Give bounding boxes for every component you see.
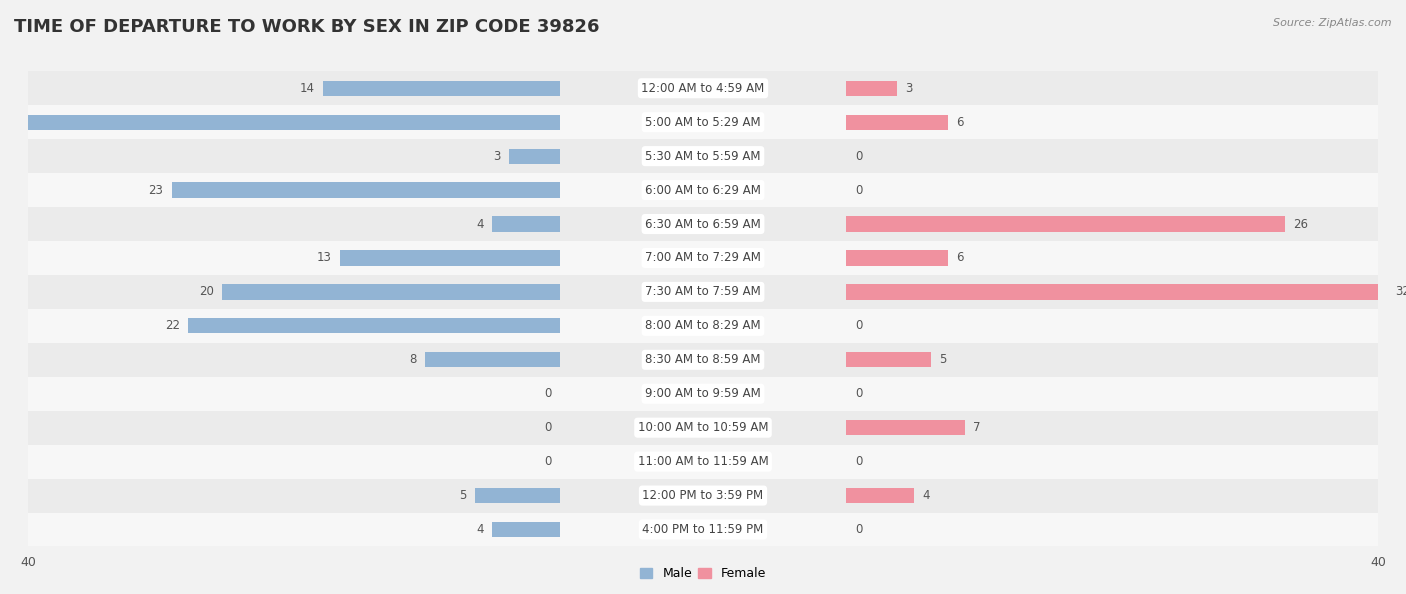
Legend: Male, Female: Male, Female	[637, 565, 769, 583]
Bar	[28, 410, 1378, 445]
Text: 4: 4	[922, 489, 929, 502]
Text: 0: 0	[855, 523, 862, 536]
Text: 6: 6	[956, 116, 963, 129]
Bar	[0, 115, 560, 130]
Text: 9:00 AM to 9:59 AM: 9:00 AM to 9:59 AM	[645, 387, 761, 400]
Bar	[28, 513, 1378, 546]
Bar	[846, 420, 965, 435]
Bar	[492, 216, 560, 232]
Text: 12:00 PM to 3:59 PM: 12:00 PM to 3:59 PM	[643, 489, 763, 502]
Bar	[188, 318, 560, 333]
Text: 0: 0	[544, 421, 551, 434]
Text: 7:00 AM to 7:29 AM: 7:00 AM to 7:29 AM	[645, 251, 761, 264]
Text: 0: 0	[855, 455, 862, 468]
Bar	[28, 309, 1378, 343]
Text: 32: 32	[1395, 285, 1406, 298]
Text: 23: 23	[148, 184, 163, 197]
Text: 3: 3	[494, 150, 501, 163]
Text: 5: 5	[939, 353, 946, 366]
Text: 0: 0	[855, 320, 862, 333]
Bar	[222, 285, 560, 299]
Text: 13: 13	[316, 251, 332, 264]
Bar	[28, 377, 1378, 410]
Text: 5:30 AM to 5:59 AM: 5:30 AM to 5:59 AM	[645, 150, 761, 163]
Text: 12:00 AM to 4:59 AM: 12:00 AM to 4:59 AM	[641, 82, 765, 95]
Text: 0: 0	[544, 387, 551, 400]
Bar	[28, 479, 1378, 513]
Bar	[340, 250, 560, 266]
Bar	[28, 275, 1378, 309]
Bar	[28, 139, 1378, 173]
Text: 6: 6	[956, 251, 963, 264]
Bar	[846, 352, 931, 368]
Bar	[28, 445, 1378, 479]
Bar	[846, 115, 948, 130]
Text: 7:30 AM to 7:59 AM: 7:30 AM to 7:59 AM	[645, 285, 761, 298]
Text: Source: ZipAtlas.com: Source: ZipAtlas.com	[1274, 18, 1392, 28]
Bar	[28, 241, 1378, 275]
Text: 8: 8	[409, 353, 416, 366]
Bar	[846, 81, 897, 96]
Text: 4: 4	[477, 217, 484, 230]
Bar	[425, 352, 560, 368]
Text: 7: 7	[973, 421, 980, 434]
Text: 0: 0	[855, 387, 862, 400]
Bar	[846, 250, 948, 266]
Bar	[846, 285, 1386, 299]
Text: 22: 22	[165, 320, 180, 333]
Bar	[323, 81, 560, 96]
Bar	[28, 207, 1378, 241]
Text: 0: 0	[855, 150, 862, 163]
Bar	[509, 148, 560, 164]
Text: 5:00 AM to 5:29 AM: 5:00 AM to 5:29 AM	[645, 116, 761, 129]
Text: TIME OF DEPARTURE TO WORK BY SEX IN ZIP CODE 39826: TIME OF DEPARTURE TO WORK BY SEX IN ZIP …	[14, 18, 599, 36]
Text: 8:00 AM to 8:29 AM: 8:00 AM to 8:29 AM	[645, 320, 761, 333]
Text: 0: 0	[855, 184, 862, 197]
Bar	[492, 522, 560, 537]
Text: 3: 3	[905, 82, 912, 95]
Text: 10:00 AM to 10:59 AM: 10:00 AM to 10:59 AM	[638, 421, 768, 434]
Text: 26: 26	[1294, 217, 1309, 230]
Bar	[28, 343, 1378, 377]
Text: 0: 0	[544, 455, 551, 468]
Bar	[846, 216, 1285, 232]
Bar	[475, 488, 560, 503]
Bar	[846, 488, 914, 503]
Text: 5: 5	[460, 489, 467, 502]
Bar	[28, 71, 1378, 105]
Text: 4:00 PM to 11:59 PM: 4:00 PM to 11:59 PM	[643, 523, 763, 536]
Text: 11:00 AM to 11:59 AM: 11:00 AM to 11:59 AM	[638, 455, 768, 468]
Bar	[172, 182, 560, 198]
Text: 14: 14	[299, 82, 315, 95]
Text: 20: 20	[198, 285, 214, 298]
Text: 8:30 AM to 8:59 AM: 8:30 AM to 8:59 AM	[645, 353, 761, 366]
Bar	[28, 105, 1378, 139]
Text: 4: 4	[477, 523, 484, 536]
Text: 6:00 AM to 6:29 AM: 6:00 AM to 6:29 AM	[645, 184, 761, 197]
Bar	[28, 173, 1378, 207]
Text: 6:30 AM to 6:59 AM: 6:30 AM to 6:59 AM	[645, 217, 761, 230]
